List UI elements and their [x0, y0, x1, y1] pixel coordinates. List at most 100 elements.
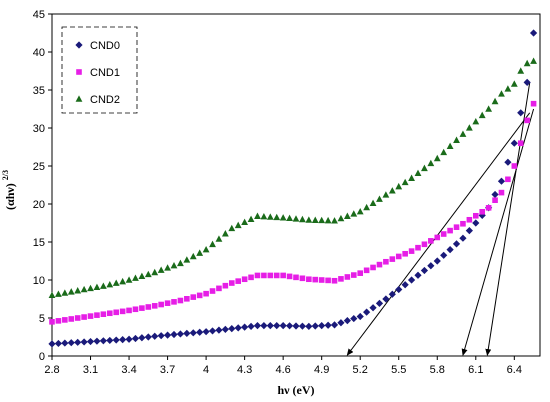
y-axis-label: (αhν)	[3, 183, 17, 210]
series-layer	[48, 29, 538, 348]
data-point	[311, 322, 319, 330]
data-point	[54, 339, 63, 348]
data-point	[234, 324, 242, 332]
data-point	[164, 264, 171, 271]
data-point	[343, 317, 351, 325]
data-point	[228, 280, 235, 286]
data-point	[228, 325, 236, 333]
legend-label-cnd2: CND2	[90, 94, 120, 106]
data-point	[279, 214, 287, 221]
data-point	[363, 203, 371, 211]
data-point	[253, 322, 262, 330]
data-point	[498, 90, 505, 97]
data-point	[157, 332, 165, 340]
data-point	[324, 321, 332, 329]
x-axis-label: hν (eV)	[277, 383, 314, 397]
data-point	[202, 246, 210, 253]
data-point	[401, 178, 409, 186]
data-point	[299, 275, 306, 282]
y-tick-label: 5	[39, 313, 45, 325]
data-point	[62, 317, 68, 323]
legend-label-cnd1: CND1	[90, 67, 120, 79]
data-point	[452, 240, 461, 248]
data-point	[87, 313, 94, 319]
data-point	[266, 213, 274, 220]
data-point	[369, 199, 377, 207]
data-point	[196, 292, 203, 299]
data-point	[388, 290, 396, 298]
data-point	[472, 212, 479, 219]
data-point	[491, 190, 499, 199]
data-point	[241, 276, 248, 283]
tangent-lines	[346, 82, 535, 356]
data-point	[434, 234, 441, 241]
data-point	[383, 258, 389, 265]
data-point	[517, 67, 525, 74]
data-point	[446, 246, 454, 254]
data-point	[254, 212, 261, 219]
x-axis-ticks: 2.8 3.1 3.4 3.7 4 4.3 4.6 4.9 5.2 5.5 5.8 6.1 6.4	[44, 356, 522, 376]
data-point	[131, 334, 140, 343]
data-point	[370, 264, 376, 271]
x-tick-label: 3.4	[121, 364, 136, 376]
data-point	[408, 248, 415, 254]
data-point	[280, 272, 286, 279]
series-cnd2	[48, 57, 537, 298]
data-point	[453, 136, 460, 143]
data-point	[184, 296, 190, 302]
data-point	[266, 322, 274, 330]
data-point	[331, 217, 338, 224]
data-point	[99, 337, 107, 345]
data-point	[465, 227, 473, 235]
data-point	[311, 216, 319, 223]
data-point	[247, 215, 255, 222]
data-point	[273, 213, 281, 221]
data-point	[318, 216, 326, 224]
data-point	[453, 224, 460, 230]
data-point	[241, 323, 249, 331]
data-point	[228, 224, 236, 232]
data-point	[318, 277, 325, 283]
data-point	[517, 140, 524, 146]
data-point	[209, 240, 216, 248]
data-point	[312, 276, 319, 283]
x-tick-label: 4	[203, 364, 209, 376]
data-point	[61, 289, 69, 296]
data-point	[350, 272, 357, 278]
data-point	[113, 309, 120, 316]
data-point	[74, 338, 82, 346]
data-point	[492, 197, 498, 203]
data-point	[144, 333, 152, 341]
legend-marker-cnd1	[76, 69, 82, 75]
data-point	[138, 272, 146, 279]
data-point	[67, 288, 75, 295]
data-point	[325, 277, 331, 284]
data-point	[93, 283, 101, 291]
data-point	[222, 282, 229, 289]
data-point	[356, 312, 364, 321]
data-point	[523, 59, 531, 67]
data-point	[459, 234, 467, 242]
data-point	[363, 308, 371, 316]
data-point	[402, 250, 408, 257]
data-point	[298, 322, 307, 330]
data-point	[48, 340, 56, 348]
data-point	[119, 336, 127, 344]
data-point	[61, 339, 69, 347]
data-point	[292, 215, 300, 222]
data-point	[427, 262, 435, 270]
data-point	[330, 321, 339, 329]
data-point	[279, 322, 287, 330]
y-axis-label-exponent: 2/3	[1, 170, 10, 180]
data-point	[446, 142, 454, 150]
data-point	[177, 259, 184, 267]
data-point	[215, 326, 223, 334]
data-point	[350, 314, 358, 323]
data-point	[460, 220, 466, 227]
data-point	[408, 174, 415, 181]
data-point	[414, 271, 422, 279]
data-point	[170, 261, 178, 269]
legend-box	[61, 26, 138, 114]
data-point	[344, 274, 351, 280]
